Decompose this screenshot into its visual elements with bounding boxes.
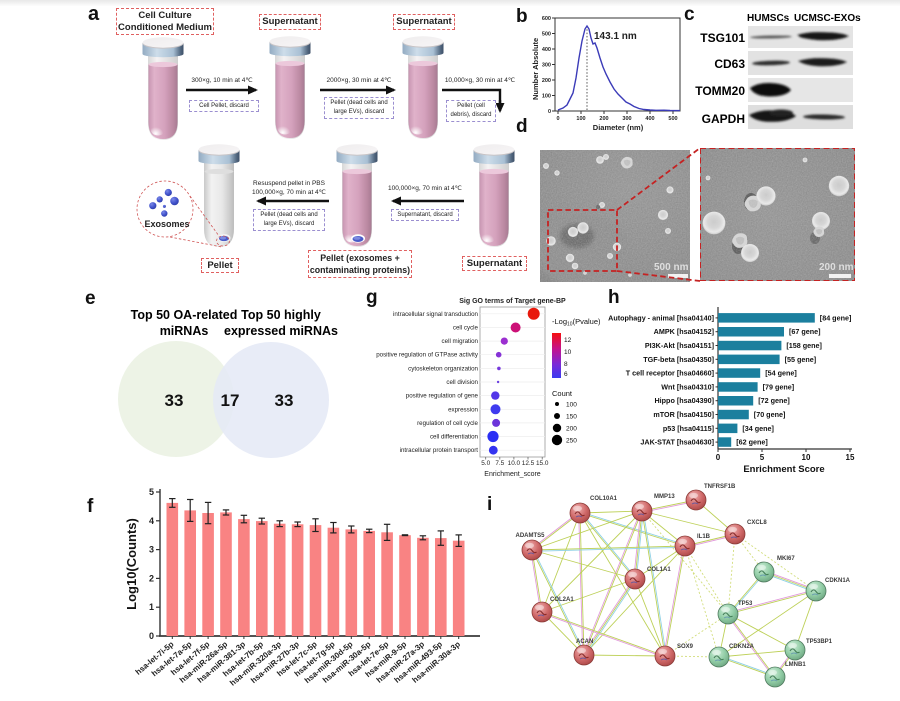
svg-text:200: 200 [566,426,577,433]
svg-text:400: 400 [542,47,551,53]
svg-text:intracellular signal transduct: intracellular signal transduction [393,311,479,318]
svg-text:1: 1 [149,602,154,612]
svg-text:p53 [hsa04115]: p53 [hsa04115] [663,424,714,433]
svg-text:ACAN: ACAN [576,639,593,645]
svg-text:500: 500 [668,116,677,122]
svg-text:33: 33 [275,391,294,410]
svg-text:cell migration: cell migration [442,338,479,345]
svg-text:CDKN1A: CDKN1A [825,578,851,584]
svg-text:MMP13: MMP13 [654,494,675,500]
svg-text:COL10A1: COL10A1 [590,496,618,502]
svg-text:cytoskeleton organization: cytoskeleton organization [408,365,478,372]
svg-text:mTOR [hsa04150]: mTOR [hsa04150] [653,410,714,419]
svg-text:0: 0 [716,453,721,462]
svg-text:4: 4 [149,516,154,526]
svg-text:TP53: TP53 [738,601,753,607]
svg-text:6: 6 [564,371,568,378]
svg-text:0: 0 [548,109,551,115]
svg-text:300: 300 [622,116,631,122]
svg-text:500: 500 [542,32,551,38]
svg-text:10: 10 [802,453,811,462]
svg-text:250: 250 [566,438,577,445]
svg-text:33: 33 [165,391,184,410]
svg-text:TP53BP1: TP53BP1 [806,639,833,645]
svg-text:200: 200 [542,78,551,84]
svg-text:400: 400 [645,116,654,122]
svg-text:regulation of cell cycle: regulation of cell cycle [417,420,478,427]
svg-text:10: 10 [564,349,572,356]
svg-text:[54 gene]: [54 gene] [765,369,797,378]
svg-text:AMPK [hsa04152]: AMPK [hsa04152] [654,327,714,336]
svg-text:CDKN2A: CDKN2A [729,644,755,650]
svg-text:8: 8 [564,361,568,368]
svg-text:100: 100 [542,94,551,100]
svg-text:Log10(Counts): Log10(Counts) [124,518,139,610]
svg-text:Enrichment_score: Enrichment_score [484,471,541,478]
svg-text:PI3K-Akt [hsa04151]: PI3K-Akt [hsa04151] [645,341,714,350]
svg-text:Enrichment Score: Enrichment Score [743,464,824,475]
svg-text:JAK-STAT [hsa04630]: JAK-STAT [hsa04630] [640,438,714,447]
svg-text:500 nm: 500 nm [654,262,689,273]
svg-text:cell division: cell division [446,379,478,386]
svg-text:[62 gene]: [62 gene] [736,438,768,447]
svg-text:T cell receptor [hsa04660]: T cell receptor [hsa04660] [626,369,714,378]
svg-text:intracellular protein transpor: intracellular protein transport [400,447,479,454]
svg-text:cell differentiation: cell differentiation [430,434,479,441]
svg-text:COL2A1: COL2A1 [550,597,574,603]
svg-text:LMNB1: LMNB1 [785,662,806,668]
svg-text:17: 17 [221,391,240,410]
svg-text:0: 0 [556,116,559,122]
svg-text:positive regulation of gene: positive regulation of gene [406,393,479,400]
svg-text:SOX9: SOX9 [677,644,694,650]
svg-text:[70 gene]: [70 gene] [754,410,786,419]
svg-text:positive regulation of GTPase: positive regulation of GTPase activity [376,352,479,359]
svg-text:300: 300 [542,63,551,69]
svg-text:[67 gene]: [67 gene] [789,327,821,336]
svg-text:Number Absolute: Number Absolute [531,38,540,100]
svg-text:15.0: 15.0 [536,460,549,467]
svg-text:-Log10(Pvalue): -Log10(Pvalue) [552,317,601,328]
svg-text:[55 gene]: [55 gene] [785,355,817,364]
svg-text:COL1A1: COL1A1 [647,567,671,573]
svg-text:100: 100 [566,402,577,409]
svg-text:expression: expression [448,406,478,413]
svg-text:200: 200 [599,116,608,122]
svg-text:[79 gene]: [79 gene] [763,382,795,391]
svg-text:[84 gene]: [84 gene] [820,313,852,322]
svg-text:CXCL8: CXCL8 [747,520,767,526]
svg-text:15: 15 [846,453,855,462]
svg-text:ADAMTS5: ADAMTS5 [515,533,545,539]
svg-text:MKI67: MKI67 [777,556,795,562]
svg-text:100: 100 [576,116,585,122]
svg-text:[158 gene]: [158 gene] [786,341,822,350]
svg-text:[72 gene]: [72 gene] [758,396,790,405]
svg-text:12: 12 [564,337,572,344]
svg-text:Wnt [hsa04310]: Wnt [hsa04310] [661,382,714,391]
svg-text:7.5: 7.5 [495,460,504,467]
svg-text:Hippo [hsa04390]: Hippo [hsa04390] [654,396,714,405]
svg-text:[34 gene]: [34 gene] [742,424,774,433]
svg-text:600: 600 [542,16,551,22]
svg-text:TNFRSF1B: TNFRSF1B [704,484,736,490]
svg-text:12.5: 12.5 [522,460,535,467]
svg-text:2: 2 [149,573,154,583]
svg-text:5.0: 5.0 [481,460,490,467]
svg-text:Autophagy - animal [hsa04140]: Autophagy - animal [hsa04140] [608,313,714,322]
svg-text:5: 5 [149,487,154,497]
svg-text:Sig GO terms of Target gene-BP: Sig GO terms of Target gene-BP [459,298,566,305]
svg-text:3: 3 [149,545,154,555]
svg-text:TGF-beta [hsa04350]: TGF-beta [hsa04350] [643,355,714,364]
svg-text:cell cycle: cell cycle [453,325,479,332]
svg-text:150: 150 [566,414,577,421]
svg-text:5: 5 [760,453,765,462]
svg-text:143.1 nm: 143.1 nm [594,31,637,42]
svg-text:10.0: 10.0 [508,460,521,467]
svg-text:IL1B: IL1B [697,534,711,540]
svg-text:Diameter (nm): Diameter (nm) [593,123,644,132]
svg-text:200 nm: 200 nm [819,262,854,273]
svg-text:Count: Count [552,389,573,398]
svg-text:0: 0 [149,631,154,641]
